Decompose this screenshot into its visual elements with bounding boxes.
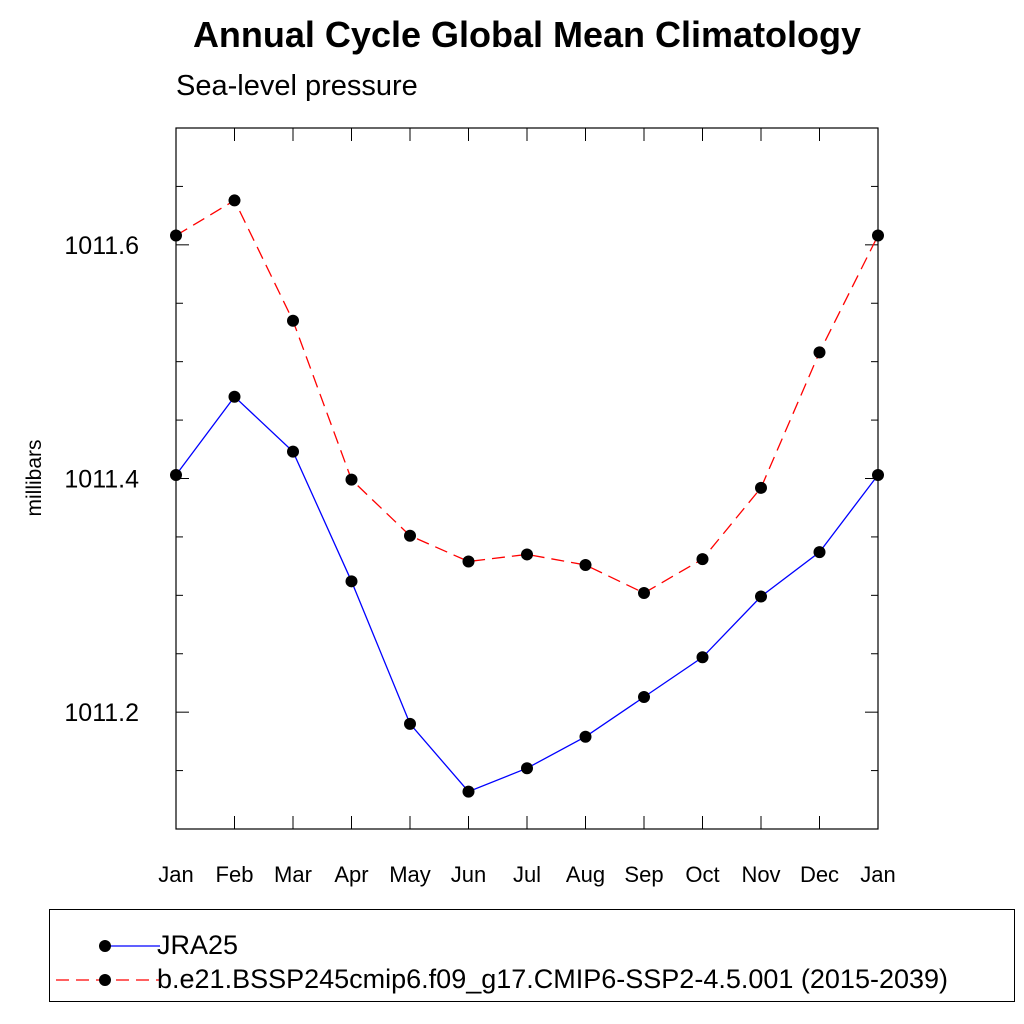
chart-subtitle: Sea-level pressure xyxy=(176,70,418,102)
data-point-series-0 xyxy=(228,390,241,403)
data-point-series-0 xyxy=(755,590,767,603)
series-line-0 xyxy=(175,395,879,793)
x-tick-label: Jun xyxy=(451,862,486,887)
legend-label-cmip6: b.e21.BSSP245cmip6.f09_g17.CMIP6-SSP2-4.… xyxy=(157,964,949,994)
data-point-series-1 xyxy=(813,346,826,359)
data-point-series-1 xyxy=(755,481,767,494)
axes: Jan Feb Mar Apr May Jun Jul Aug Sep Oct Nov Dec Jan 1… xyxy=(64,127,896,887)
x-tick-label: Sep xyxy=(624,862,663,887)
series-layer xyxy=(170,194,884,798)
legend-swatch-jra25 xyxy=(99,940,160,952)
x-tick-label: Oct xyxy=(685,862,719,887)
y-axis-label: millibars xyxy=(23,439,46,516)
data-point-series-0 xyxy=(696,651,709,664)
data-point-series-0 xyxy=(638,690,650,703)
x-tick-label: Dec xyxy=(800,862,839,887)
x-tick-label: Mar xyxy=(274,862,312,887)
data-point-series-0 xyxy=(462,785,475,798)
data-point-series-0 xyxy=(813,546,826,559)
data-point-series-0 xyxy=(287,445,299,458)
y-tick-label: 1011.6 xyxy=(64,232,139,260)
legend: JRA25 b.e21.BSSP245cmip6.f09_g17.CMIP6-S… xyxy=(49,909,1015,1002)
chart-title: Annual Cycle Global Mean Climatology xyxy=(192,14,862,55)
data-point-series-0 xyxy=(404,717,416,730)
data-point-series-0 xyxy=(345,575,358,588)
data-point-series-1 xyxy=(170,229,182,242)
legend-item-jra25: JRA25 xyxy=(50,926,1010,962)
plot-frame xyxy=(175,127,879,830)
data-point-series-1 xyxy=(462,555,475,568)
x-tick-label: Jan xyxy=(158,862,193,887)
data-point-series-1 xyxy=(872,229,884,242)
data-point-series-1 xyxy=(696,553,709,566)
legend-swatch-cmip6 xyxy=(56,974,160,986)
data-point-series-0 xyxy=(521,762,533,775)
x-tick-label: Aug xyxy=(566,862,605,887)
y-tick-label: 1011.2 xyxy=(64,699,139,727)
data-point-series-1 xyxy=(579,558,592,571)
x-tick-label: Apr xyxy=(334,862,368,887)
data-point-series-1 xyxy=(404,529,416,542)
data-point-series-0 xyxy=(170,468,182,481)
x-tick-label: Feb xyxy=(216,862,254,887)
chart: Jan Feb Mar Apr May Jun Jul Aug Sep Oct Nov Dec Jan 1… xyxy=(23,127,896,887)
data-point-series-1 xyxy=(521,548,533,561)
data-point-series-1 xyxy=(638,586,650,599)
data-point-series-1 xyxy=(345,473,358,486)
y-tick-label: 1011.4 xyxy=(64,466,139,494)
legend-label-jra25: JRA25 xyxy=(157,930,239,960)
data-point-series-0 xyxy=(579,730,592,743)
data-point-series-1 xyxy=(228,194,241,207)
data-point-series-1 xyxy=(287,314,299,327)
series-line-1 xyxy=(175,199,879,594)
x-tick-label: Jan xyxy=(860,862,895,887)
x-tick-label: Jul xyxy=(513,862,541,887)
x-tick-label: Nov xyxy=(741,862,780,887)
x-tick-label: May xyxy=(389,862,431,887)
data-point-series-0 xyxy=(872,468,884,481)
legend-item-cmip6: b.e21.BSSP245cmip6.f09_g17.CMIP6-SSP2-4.… xyxy=(50,960,1010,996)
